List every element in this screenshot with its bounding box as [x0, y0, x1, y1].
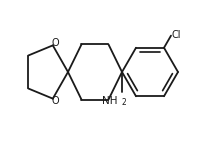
Text: O: O — [52, 96, 59, 106]
Text: NH: NH — [103, 96, 118, 106]
Text: O: O — [52, 38, 59, 48]
Text: Cl: Cl — [171, 30, 181, 40]
Text: 2: 2 — [122, 98, 126, 107]
